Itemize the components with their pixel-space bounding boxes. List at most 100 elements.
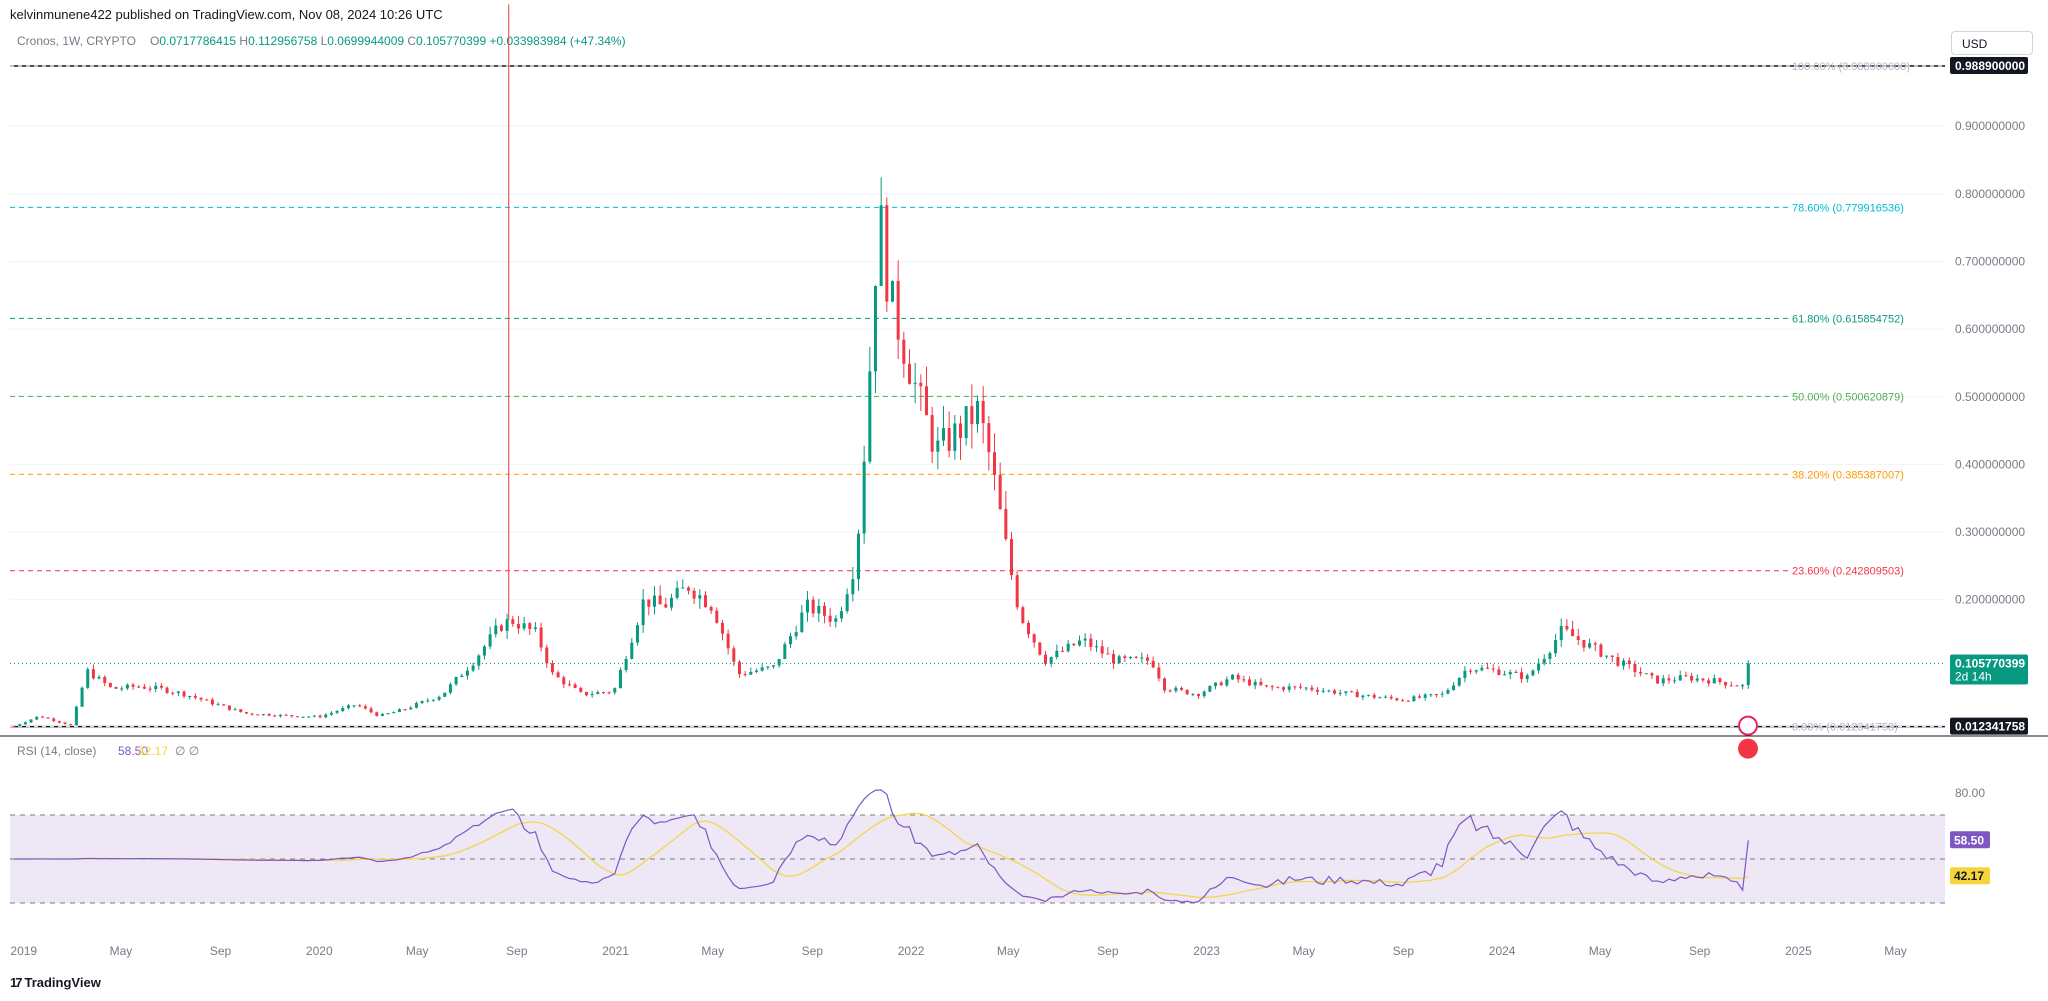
candle-body	[103, 677, 107, 684]
candle-body	[40, 716, 44, 718]
candle-body	[1491, 668, 1495, 670]
price-tick-label: 0.700000000	[1955, 254, 2025, 268]
candle-body	[873, 285, 877, 372]
candle-body	[380, 714, 384, 716]
candle-body	[1327, 690, 1331, 692]
candle-body	[1605, 655, 1609, 657]
candle-body	[1032, 634, 1036, 643]
candle-body	[533, 627, 537, 629]
candle-body	[1684, 675, 1688, 677]
candle-body	[23, 722, 27, 725]
time-axis[interactable]: 2019 May Sep 2020 May Sep 2021 May Sep 2022 May Sep…	[10, 944, 1907, 958]
candle-body	[851, 579, 855, 595]
candle-body	[210, 699, 214, 705]
candle-body	[1316, 689, 1320, 692]
candle-body	[630, 642, 634, 659]
candle-body	[511, 619, 515, 624]
candle-body	[817, 605, 821, 614]
candle-body	[97, 677, 101, 679]
tradingview-logo[interactable]: 17 TradingView	[10, 975, 101, 990]
candle-body	[460, 675, 464, 678]
currency-button[interactable]: USD	[1951, 31, 2033, 55]
candle-body	[1265, 685, 1269, 687]
candle-body	[1378, 697, 1382, 699]
time-tick-label: 2023	[1193, 944, 1220, 958]
fib-level-label: 100.00% (0.988900000)	[1792, 61, 1910, 73]
rsi-title: RSI (14, close)	[17, 744, 96, 758]
candle-body	[1418, 696, 1422, 698]
candle-body	[1038, 642, 1042, 655]
time-tick-label: Sep	[210, 944, 232, 958]
candle-body	[539, 627, 543, 648]
candle-body	[329, 712, 333, 715]
candle-body	[1384, 696, 1388, 698]
candle-body	[1554, 640, 1558, 654]
candle-body	[1117, 656, 1121, 664]
candle-body	[1656, 675, 1660, 684]
candle-body	[182, 691, 186, 697]
candle-body	[1599, 644, 1603, 657]
candle-body	[1701, 678, 1705, 681]
candle-body	[505, 619, 509, 631]
candle-body	[312, 715, 316, 717]
candle-body	[69, 724, 73, 726]
candle-body	[1667, 678, 1671, 681]
candle-body	[550, 663, 554, 673]
candle-body	[641, 599, 645, 626]
candle-body	[273, 715, 277, 717]
candle-body	[1633, 664, 1637, 673]
rsi-ma-badge-bg	[1950, 867, 1990, 885]
candle-body	[902, 339, 906, 364]
time-tick-label: Sep	[1097, 944, 1119, 958]
candle-body	[307, 716, 311, 718]
candle-body	[964, 406, 968, 439]
candle-body	[244, 712, 248, 714]
candle-body	[1412, 696, 1416, 702]
candle-body	[1423, 694, 1427, 698]
candle-body	[800, 612, 804, 633]
fib-level-label: 23.60% (0.242809503)	[1792, 566, 1904, 578]
fib-level-label: 38.20% (0.385387007)	[1792, 469, 1904, 481]
candle-body	[709, 607, 713, 611]
candle-body	[686, 587, 690, 591]
candle-body	[754, 670, 758, 672]
rsi-legend-extra: ∅ ∅	[175, 744, 199, 758]
candle-body	[227, 705, 231, 710]
candle-body	[618, 670, 622, 689]
candle-body	[318, 715, 322, 718]
candle-body	[794, 632, 798, 637]
candle-body	[1746, 663, 1750, 686]
candle-body	[607, 692, 611, 694]
candle-body	[1537, 663, 1541, 671]
time-tick-label: 2020	[306, 944, 333, 958]
candle-body	[108, 683, 112, 687]
candle-body	[222, 704, 226, 706]
candle-body	[1367, 694, 1371, 696]
candle-body	[278, 714, 282, 717]
rsi-badge: 58.50	[1954, 833, 1984, 847]
candle-body	[12, 726, 16, 728]
candle-body	[1299, 686, 1303, 688]
time-tick-label: Sep	[506, 944, 528, 958]
candle-body	[1270, 686, 1274, 688]
candle-body	[1010, 539, 1014, 576]
candle-body	[579, 687, 583, 692]
candle-body	[1520, 672, 1524, 680]
candle-body	[675, 587, 679, 598]
candle-body	[375, 712, 379, 716]
candle-body	[1474, 670, 1478, 672]
publisher-line: kelvinmunene422 published on TradingView…	[10, 7, 443, 22]
candle-body	[862, 461, 866, 534]
candle-body	[1588, 643, 1592, 648]
candle-body	[1185, 689, 1189, 695]
candle-body	[777, 658, 781, 666]
price-axis[interactable]: 0.900000000 0.800000000 0.700000000 0.60000…	[1955, 119, 2025, 607]
candle-body	[1718, 678, 1722, 683]
candle-body	[1310, 687, 1314, 690]
candle-body	[1622, 660, 1626, 666]
fib-level-label: 78.60% (0.779916536)	[1792, 202, 1904, 214]
candle-body	[267, 714, 271, 716]
candle-body	[703, 595, 707, 608]
high-price-badge-bg	[1950, 57, 2028, 75]
